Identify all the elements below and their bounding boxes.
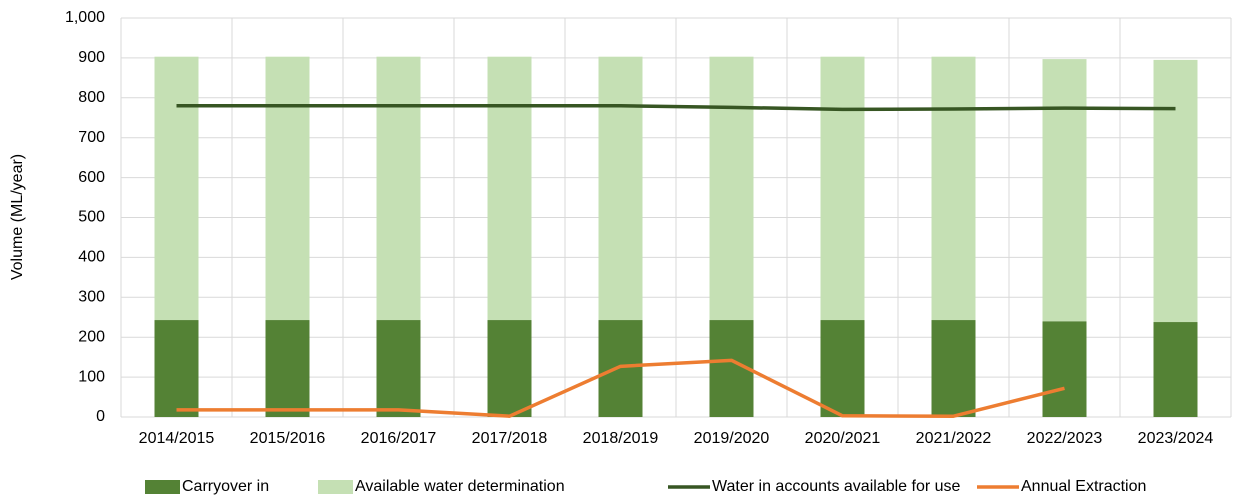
bar <box>1042 321 1087 417</box>
x-tick-label: 2021/2022 <box>916 430 992 447</box>
y-tick-label: 0 <box>96 408 105 425</box>
bar <box>487 56 532 321</box>
x-tick-label: 2020/2021 <box>805 430 881 447</box>
legend-swatch <box>318 480 353 494</box>
y-axis-label: Volume (ML/year) <box>9 154 26 280</box>
bar <box>820 56 865 321</box>
bar <box>376 56 421 321</box>
y-tick-label: 100 <box>78 368 105 385</box>
bar <box>265 320 310 417</box>
bar <box>1153 59 1198 323</box>
y-tick-label: 400 <box>78 249 105 266</box>
x-tick-label: 2018/2019 <box>583 430 659 447</box>
bar <box>820 320 865 417</box>
y-tick-label: 700 <box>78 129 105 146</box>
line <box>176 104 1176 112</box>
line <box>176 358 1065 418</box>
x-tick-label: 2022/2023 <box>1027 430 1103 447</box>
bar <box>487 320 532 417</box>
bar <box>931 320 976 417</box>
bar <box>1153 322 1198 417</box>
y-tick-label: 1,000 <box>65 9 105 26</box>
bar <box>376 320 421 417</box>
y-tick-label: 200 <box>78 328 105 345</box>
y-tick-label: 300 <box>78 289 105 306</box>
x-tick-label: 2015/2016 <box>250 430 326 447</box>
legend-label: Available water determination <box>355 478 565 495</box>
x-tick-label: 2017/2018 <box>472 430 548 447</box>
bar <box>709 56 754 321</box>
bar <box>265 56 310 321</box>
legend-label: Annual Extraction <box>1021 478 1146 495</box>
y-tick-label: 800 <box>78 89 105 106</box>
y-tick-label: 900 <box>78 49 105 66</box>
legend-swatch <box>145 480 180 494</box>
bar <box>154 320 199 417</box>
y-tick-label: 600 <box>78 169 105 186</box>
bar <box>1042 59 1087 322</box>
bar <box>598 320 643 417</box>
legend-label: Water in accounts available for use <box>712 478 961 495</box>
x-tick-label: 2023/2024 <box>1138 430 1214 447</box>
bar <box>154 56 199 321</box>
bar <box>598 56 643 321</box>
bar <box>931 56 976 321</box>
legend-label: Carryover in <box>182 478 269 495</box>
x-tick-label: 2014/2015 <box>139 430 215 447</box>
y-tick-label: 500 <box>78 209 105 226</box>
x-tick-label: 2019/2020 <box>694 430 770 447</box>
x-tick-label: 2016/2017 <box>361 430 437 447</box>
